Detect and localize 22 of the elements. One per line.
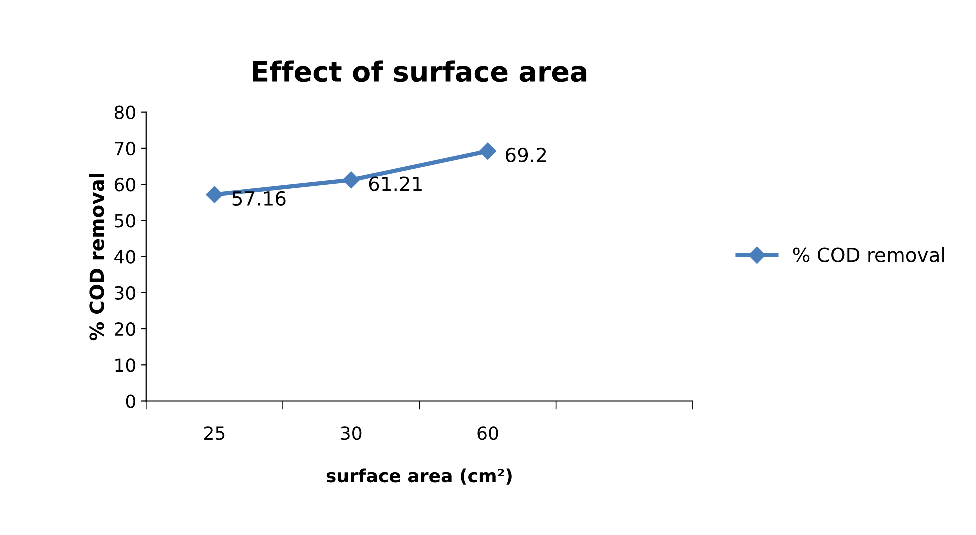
y-tick-label: 40: [114, 250, 136, 264]
legend-label: % COD removal: [793, 247, 944, 262]
x-tick-label: 60: [478, 426, 498, 440]
data-label: 57.16: [232, 191, 286, 206]
y-tick-label: 20: [115, 322, 136, 336]
data-label: 69.2: [506, 148, 546, 163]
y-tick-label: 10: [116, 358, 136, 372]
point: [479, 142, 497, 160]
x-axis-title: surface area (cm²): [326, 468, 512, 485]
y-tick-label: 70: [115, 142, 136, 156]
chart-title: Effect of surface area: [253, 60, 587, 82]
x-tick-label: 25: [204, 426, 225, 440]
y-tick-label: 80: [114, 106, 136, 120]
y-tick-label: 50: [115, 214, 136, 228]
x-tick-label: 30: [341, 426, 362, 440]
point: [342, 172, 360, 189]
point: [206, 186, 224, 204]
y-tick-label: 30: [115, 286, 136, 300]
y-tick-label: 60: [114, 178, 136, 192]
y-tick-label: 0: [126, 394, 136, 408]
y-axis-title: % COD removal: [89, 174, 104, 341]
data-label: 61.21: [369, 176, 422, 192]
